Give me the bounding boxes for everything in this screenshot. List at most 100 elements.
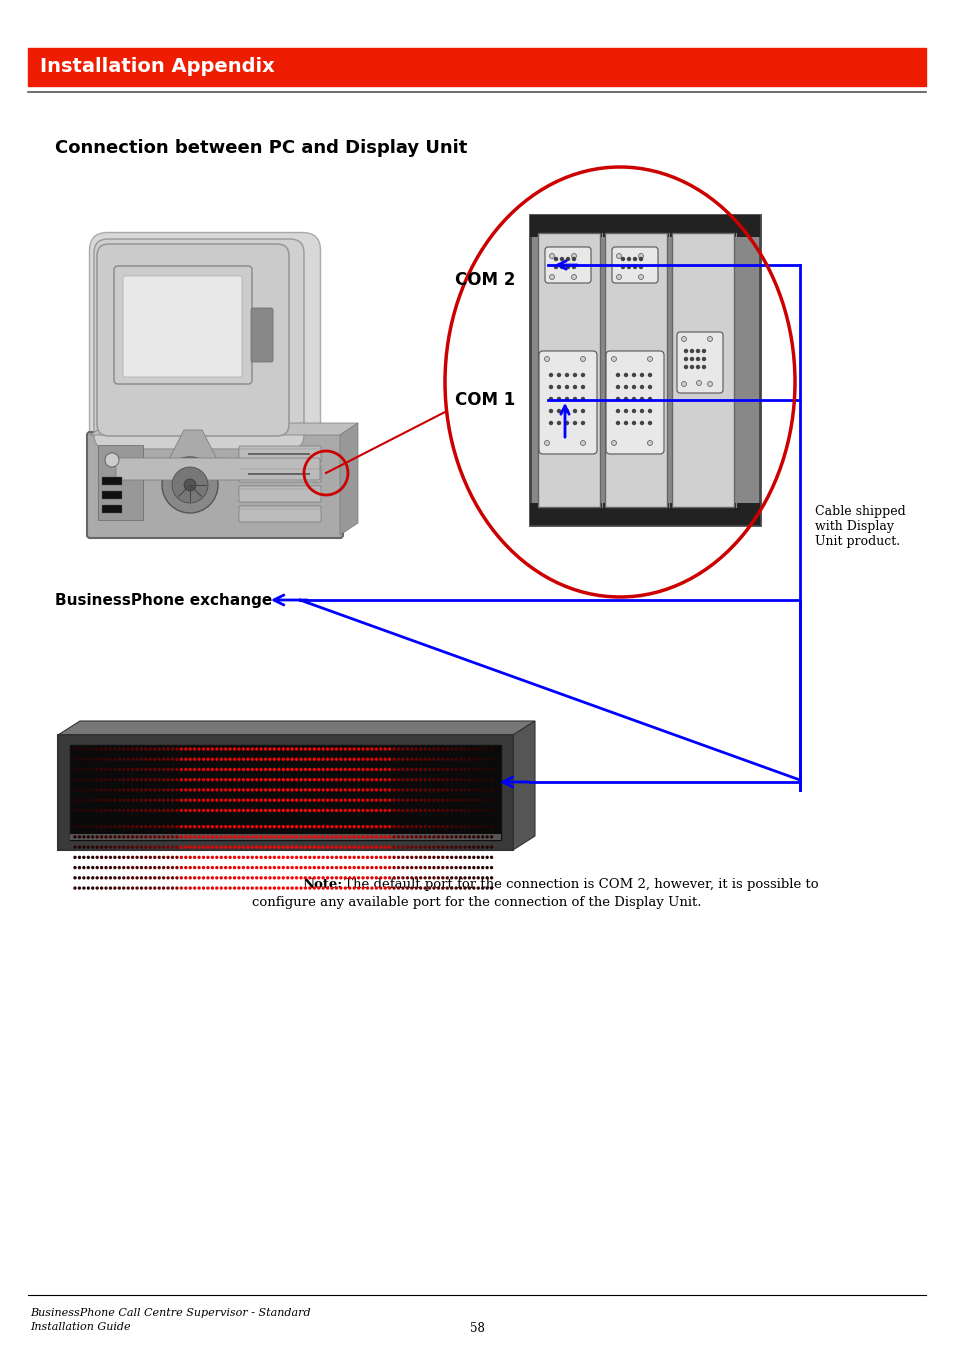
Circle shape bbox=[162, 798, 165, 802]
Circle shape bbox=[701, 366, 705, 369]
FancyBboxPatch shape bbox=[612, 247, 658, 282]
Circle shape bbox=[365, 835, 369, 839]
Circle shape bbox=[122, 846, 125, 848]
Circle shape bbox=[251, 798, 253, 802]
Circle shape bbox=[100, 798, 103, 802]
Circle shape bbox=[77, 747, 81, 751]
Circle shape bbox=[254, 798, 258, 802]
Circle shape bbox=[616, 397, 618, 400]
Circle shape bbox=[467, 767, 471, 771]
Circle shape bbox=[450, 747, 453, 751]
Circle shape bbox=[388, 778, 391, 781]
Circle shape bbox=[179, 825, 183, 828]
Circle shape bbox=[343, 855, 347, 859]
Circle shape bbox=[490, 767, 493, 771]
Circle shape bbox=[259, 798, 262, 802]
Circle shape bbox=[122, 758, 125, 761]
Circle shape bbox=[313, 835, 315, 839]
Circle shape bbox=[127, 788, 130, 792]
Circle shape bbox=[370, 866, 374, 869]
Circle shape bbox=[356, 846, 360, 848]
Circle shape bbox=[162, 877, 165, 880]
Circle shape bbox=[290, 886, 294, 890]
Circle shape bbox=[259, 825, 262, 828]
Circle shape bbox=[189, 788, 192, 792]
Circle shape bbox=[184, 877, 188, 880]
Circle shape bbox=[193, 835, 196, 839]
Circle shape bbox=[171, 825, 174, 828]
Circle shape bbox=[100, 886, 103, 890]
Circle shape bbox=[95, 877, 99, 880]
Circle shape bbox=[361, 866, 364, 869]
Circle shape bbox=[179, 798, 183, 802]
Circle shape bbox=[113, 809, 116, 812]
Circle shape bbox=[343, 767, 347, 771]
Circle shape bbox=[246, 798, 250, 802]
Circle shape bbox=[370, 798, 374, 802]
Circle shape bbox=[436, 758, 439, 761]
Circle shape bbox=[254, 758, 258, 761]
Circle shape bbox=[202, 788, 205, 792]
Circle shape bbox=[233, 835, 236, 839]
Circle shape bbox=[339, 809, 342, 812]
Circle shape bbox=[616, 254, 620, 258]
Bar bbox=[530, 215, 760, 526]
Circle shape bbox=[557, 397, 560, 400]
Circle shape bbox=[365, 788, 369, 792]
Circle shape bbox=[321, 778, 325, 781]
Circle shape bbox=[445, 886, 449, 890]
Circle shape bbox=[343, 778, 347, 781]
Circle shape bbox=[303, 778, 307, 781]
Circle shape bbox=[237, 855, 240, 859]
Circle shape bbox=[149, 747, 152, 751]
Polygon shape bbox=[513, 721, 535, 850]
Circle shape bbox=[299, 758, 302, 761]
Circle shape bbox=[565, 373, 568, 377]
Circle shape bbox=[458, 809, 462, 812]
Circle shape bbox=[100, 788, 103, 792]
Circle shape bbox=[77, 846, 81, 848]
Circle shape bbox=[485, 835, 488, 839]
Circle shape bbox=[157, 866, 161, 869]
Circle shape bbox=[365, 767, 369, 771]
Circle shape bbox=[131, 747, 134, 751]
Circle shape bbox=[122, 778, 125, 781]
Circle shape bbox=[480, 767, 484, 771]
Circle shape bbox=[410, 798, 413, 802]
Circle shape bbox=[458, 825, 462, 828]
Circle shape bbox=[264, 855, 267, 859]
Circle shape bbox=[467, 778, 471, 781]
Circle shape bbox=[109, 886, 112, 890]
Circle shape bbox=[228, 809, 232, 812]
Circle shape bbox=[353, 877, 355, 880]
Circle shape bbox=[273, 877, 275, 880]
Circle shape bbox=[330, 835, 334, 839]
Circle shape bbox=[445, 747, 449, 751]
Circle shape bbox=[450, 778, 453, 781]
Circle shape bbox=[246, 886, 250, 890]
Circle shape bbox=[264, 835, 267, 839]
Circle shape bbox=[378, 846, 382, 848]
Circle shape bbox=[211, 809, 213, 812]
Circle shape bbox=[392, 747, 395, 751]
Circle shape bbox=[454, 835, 457, 839]
Circle shape bbox=[427, 855, 431, 859]
Text: COM 2: COM 2 bbox=[455, 272, 515, 289]
Text: COM 1: COM 1 bbox=[455, 390, 515, 409]
Circle shape bbox=[375, 825, 377, 828]
Circle shape bbox=[95, 767, 99, 771]
Circle shape bbox=[206, 778, 210, 781]
Circle shape bbox=[313, 809, 315, 812]
Circle shape bbox=[144, 758, 148, 761]
Circle shape bbox=[490, 866, 493, 869]
Circle shape bbox=[326, 855, 329, 859]
Bar bbox=[604, 232, 666, 507]
Circle shape bbox=[109, 825, 112, 828]
Circle shape bbox=[445, 855, 449, 859]
Circle shape bbox=[313, 855, 315, 859]
Circle shape bbox=[308, 809, 312, 812]
Circle shape bbox=[214, 866, 218, 869]
Circle shape bbox=[410, 767, 413, 771]
Circle shape bbox=[485, 877, 488, 880]
Circle shape bbox=[440, 886, 444, 890]
